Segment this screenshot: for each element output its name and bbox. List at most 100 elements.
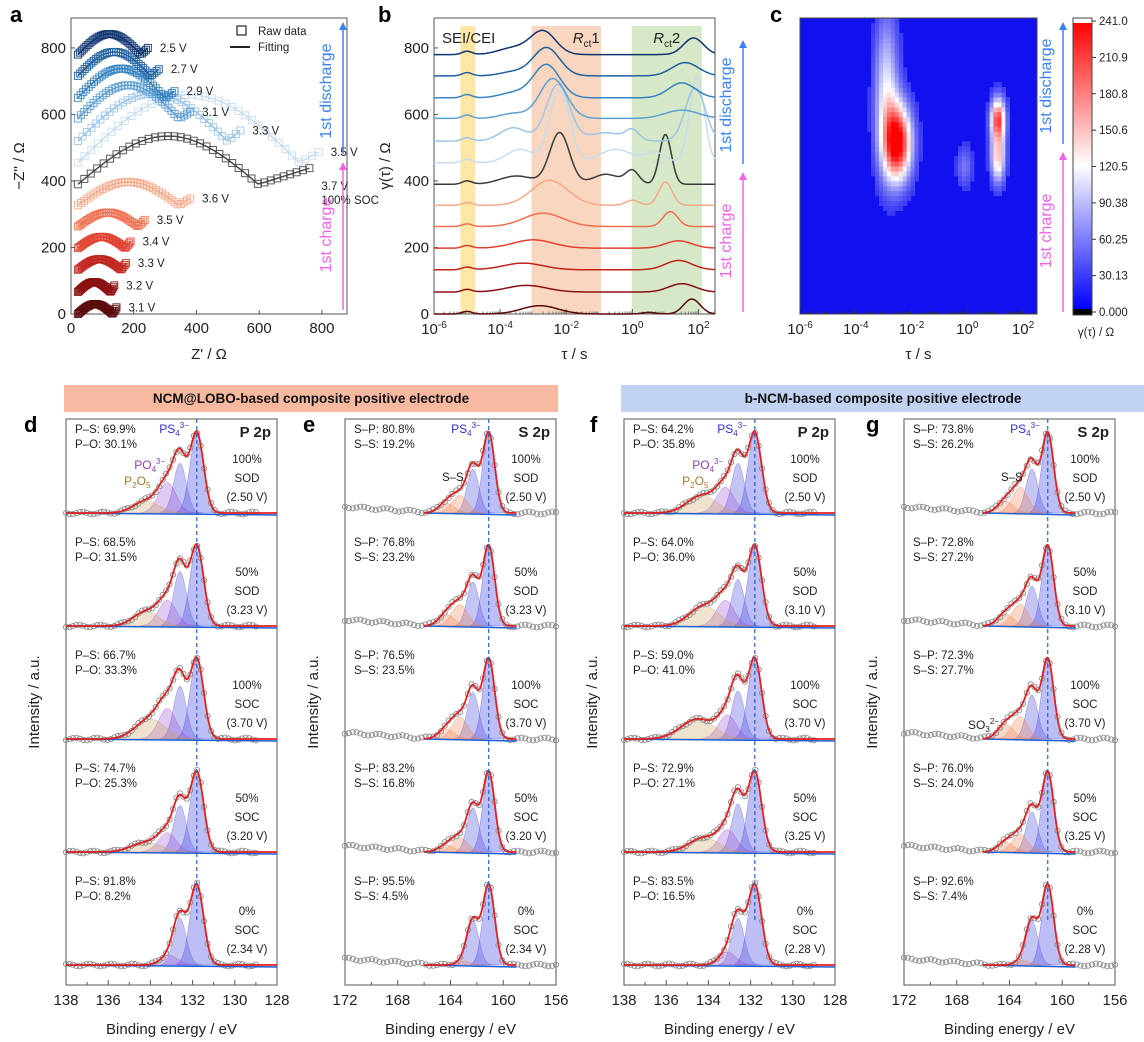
raw-data-point bbox=[1104, 509, 1111, 516]
heatmap-cell bbox=[890, 151, 896, 157]
heatmap-cell bbox=[1001, 121, 1006, 128]
fit-component-peak bbox=[718, 690, 762, 740]
raw-data-point bbox=[962, 961, 969, 968]
heatmap-cell bbox=[883, 62, 888, 68]
raw-data-point bbox=[221, 154, 230, 163]
raw-data-point bbox=[966, 506, 973, 513]
raw-data-point bbox=[954, 732, 961, 739]
raw-data-point bbox=[167, 89, 176, 98]
heatmap-cell bbox=[894, 146, 900, 152]
raw-data-point bbox=[437, 501, 444, 508]
heatmap-cell bbox=[906, 185, 912, 192]
heatmap-cell bbox=[954, 161, 959, 167]
raw-data-point bbox=[123, 96, 132, 105]
raw-data-point bbox=[349, 729, 356, 736]
heatmap-cell bbox=[898, 106, 904, 113]
raw-data-point bbox=[962, 733, 969, 740]
x-tick-label: 172 bbox=[332, 992, 357, 1009]
fit-line bbox=[77, 84, 191, 119]
heatmap-cell bbox=[879, 136, 884, 142]
raw-data-point bbox=[80, 174, 89, 183]
bond-ratio-2: P–O: 27.1% bbox=[633, 778, 695, 790]
heatmap-cell bbox=[879, 22, 884, 29]
region-label-rct2: Rct2 bbox=[653, 30, 680, 50]
drt-series-line bbox=[434, 210, 715, 228]
raw-data-point bbox=[90, 77, 98, 86]
raw-data-point bbox=[372, 843, 379, 850]
heatmap-cell bbox=[962, 156, 967, 162]
raw-data-point bbox=[73, 621, 80, 629]
heatmap-cell bbox=[898, 111, 904, 118]
raw-data-point bbox=[376, 844, 383, 851]
raw-data-point bbox=[87, 624, 94, 631]
raw-data-point bbox=[1077, 962, 1084, 969]
x-tick-label: 128 bbox=[822, 992, 847, 1009]
raw-data-point bbox=[973, 847, 980, 854]
heatmap-cell bbox=[1005, 151, 1010, 157]
raw-data-point bbox=[514, 847, 521, 854]
heatmap-cell bbox=[875, 136, 880, 142]
raw-data-point bbox=[141, 66, 150, 75]
raw-data-point bbox=[176, 664, 183, 671]
series-label: 3.5 V bbox=[331, 147, 358, 159]
nyquist-series: 3.6 V bbox=[73, 177, 229, 210]
heatmap-cell bbox=[906, 82, 912, 88]
raw-data-point bbox=[364, 844, 372, 851]
x-tick-label: 132 bbox=[738, 992, 763, 1009]
drt-series-line bbox=[434, 259, 716, 271]
bond-ratio-2: S–S: 27.2% bbox=[913, 552, 974, 564]
raw-data-point bbox=[176, 790, 183, 797]
banner-bncm: b-NCM-based composite positive electrode bbox=[621, 385, 1144, 412]
heatmap-cell bbox=[954, 170, 959, 177]
raw-data-point bbox=[624, 624, 631, 631]
heatmap-cell bbox=[902, 126, 908, 132]
raw-data-point bbox=[468, 461, 475, 468]
state-label: (2.34 V) bbox=[506, 944, 547, 956]
raw-data-point bbox=[387, 734, 395, 741]
heatmap-cell bbox=[993, 121, 998, 128]
bond-ratio-1: S–P: 80.8% bbox=[354, 424, 415, 436]
state-label: 100% bbox=[511, 680, 540, 692]
raw-data-point bbox=[441, 498, 448, 506]
fit-envelope-line bbox=[624, 430, 835, 514]
raw-data-point bbox=[717, 587, 724, 594]
x-tick-label: 138 bbox=[611, 992, 636, 1009]
raw-data-point bbox=[73, 137, 82, 146]
raw-data-point bbox=[1031, 574, 1038, 581]
raw-data-point bbox=[996, 960, 1003, 967]
raw-data-point bbox=[679, 615, 686, 622]
raw-data-point bbox=[541, 734, 548, 741]
bond-ratio-1: S–P: 92.6% bbox=[913, 876, 974, 888]
raw-data-point bbox=[200, 114, 209, 123]
raw-data-point bbox=[1077, 510, 1084, 517]
heatmap-cell bbox=[883, 22, 888, 29]
banner-ncm-lobo: NCM@LOBO-based composite positive electr… bbox=[64, 385, 558, 412]
heatmap-cell bbox=[997, 190, 1002, 197]
raw-data-point bbox=[441, 609, 448, 616]
raw-data-point bbox=[62, 737, 70, 744]
raw-data-point bbox=[904, 618, 911, 625]
heatmap-cell bbox=[898, 96, 904, 103]
heatmap-cell bbox=[886, 146, 892, 152]
drt-series-line bbox=[434, 75, 716, 164]
heatmap-cell bbox=[898, 52, 904, 58]
heatmap-cell bbox=[997, 151, 1002, 157]
raw-data-point bbox=[204, 119, 213, 128]
state-label: (3.10 V) bbox=[1065, 605, 1106, 617]
raw-data-point bbox=[904, 841, 911, 849]
fit-component-peak bbox=[718, 803, 762, 853]
heatmap-cell bbox=[894, 57, 900, 63]
heatmap-cell bbox=[867, 106, 872, 113]
raw-data-point bbox=[1031, 458, 1038, 465]
background-line bbox=[424, 738, 517, 742]
fit-component-peak bbox=[454, 692, 494, 740]
legend-raw-data: Raw data bbox=[258, 26, 307, 38]
heatmap-cell bbox=[867, 87, 872, 93]
heatmap-cell bbox=[871, 126, 876, 132]
heatmap-cell bbox=[965, 175, 971, 182]
heatmap-cell bbox=[883, 18, 888, 24]
raw-data-point bbox=[399, 619, 406, 627]
heatmap-cell bbox=[993, 170, 998, 177]
raw-data-point bbox=[537, 623, 544, 630]
